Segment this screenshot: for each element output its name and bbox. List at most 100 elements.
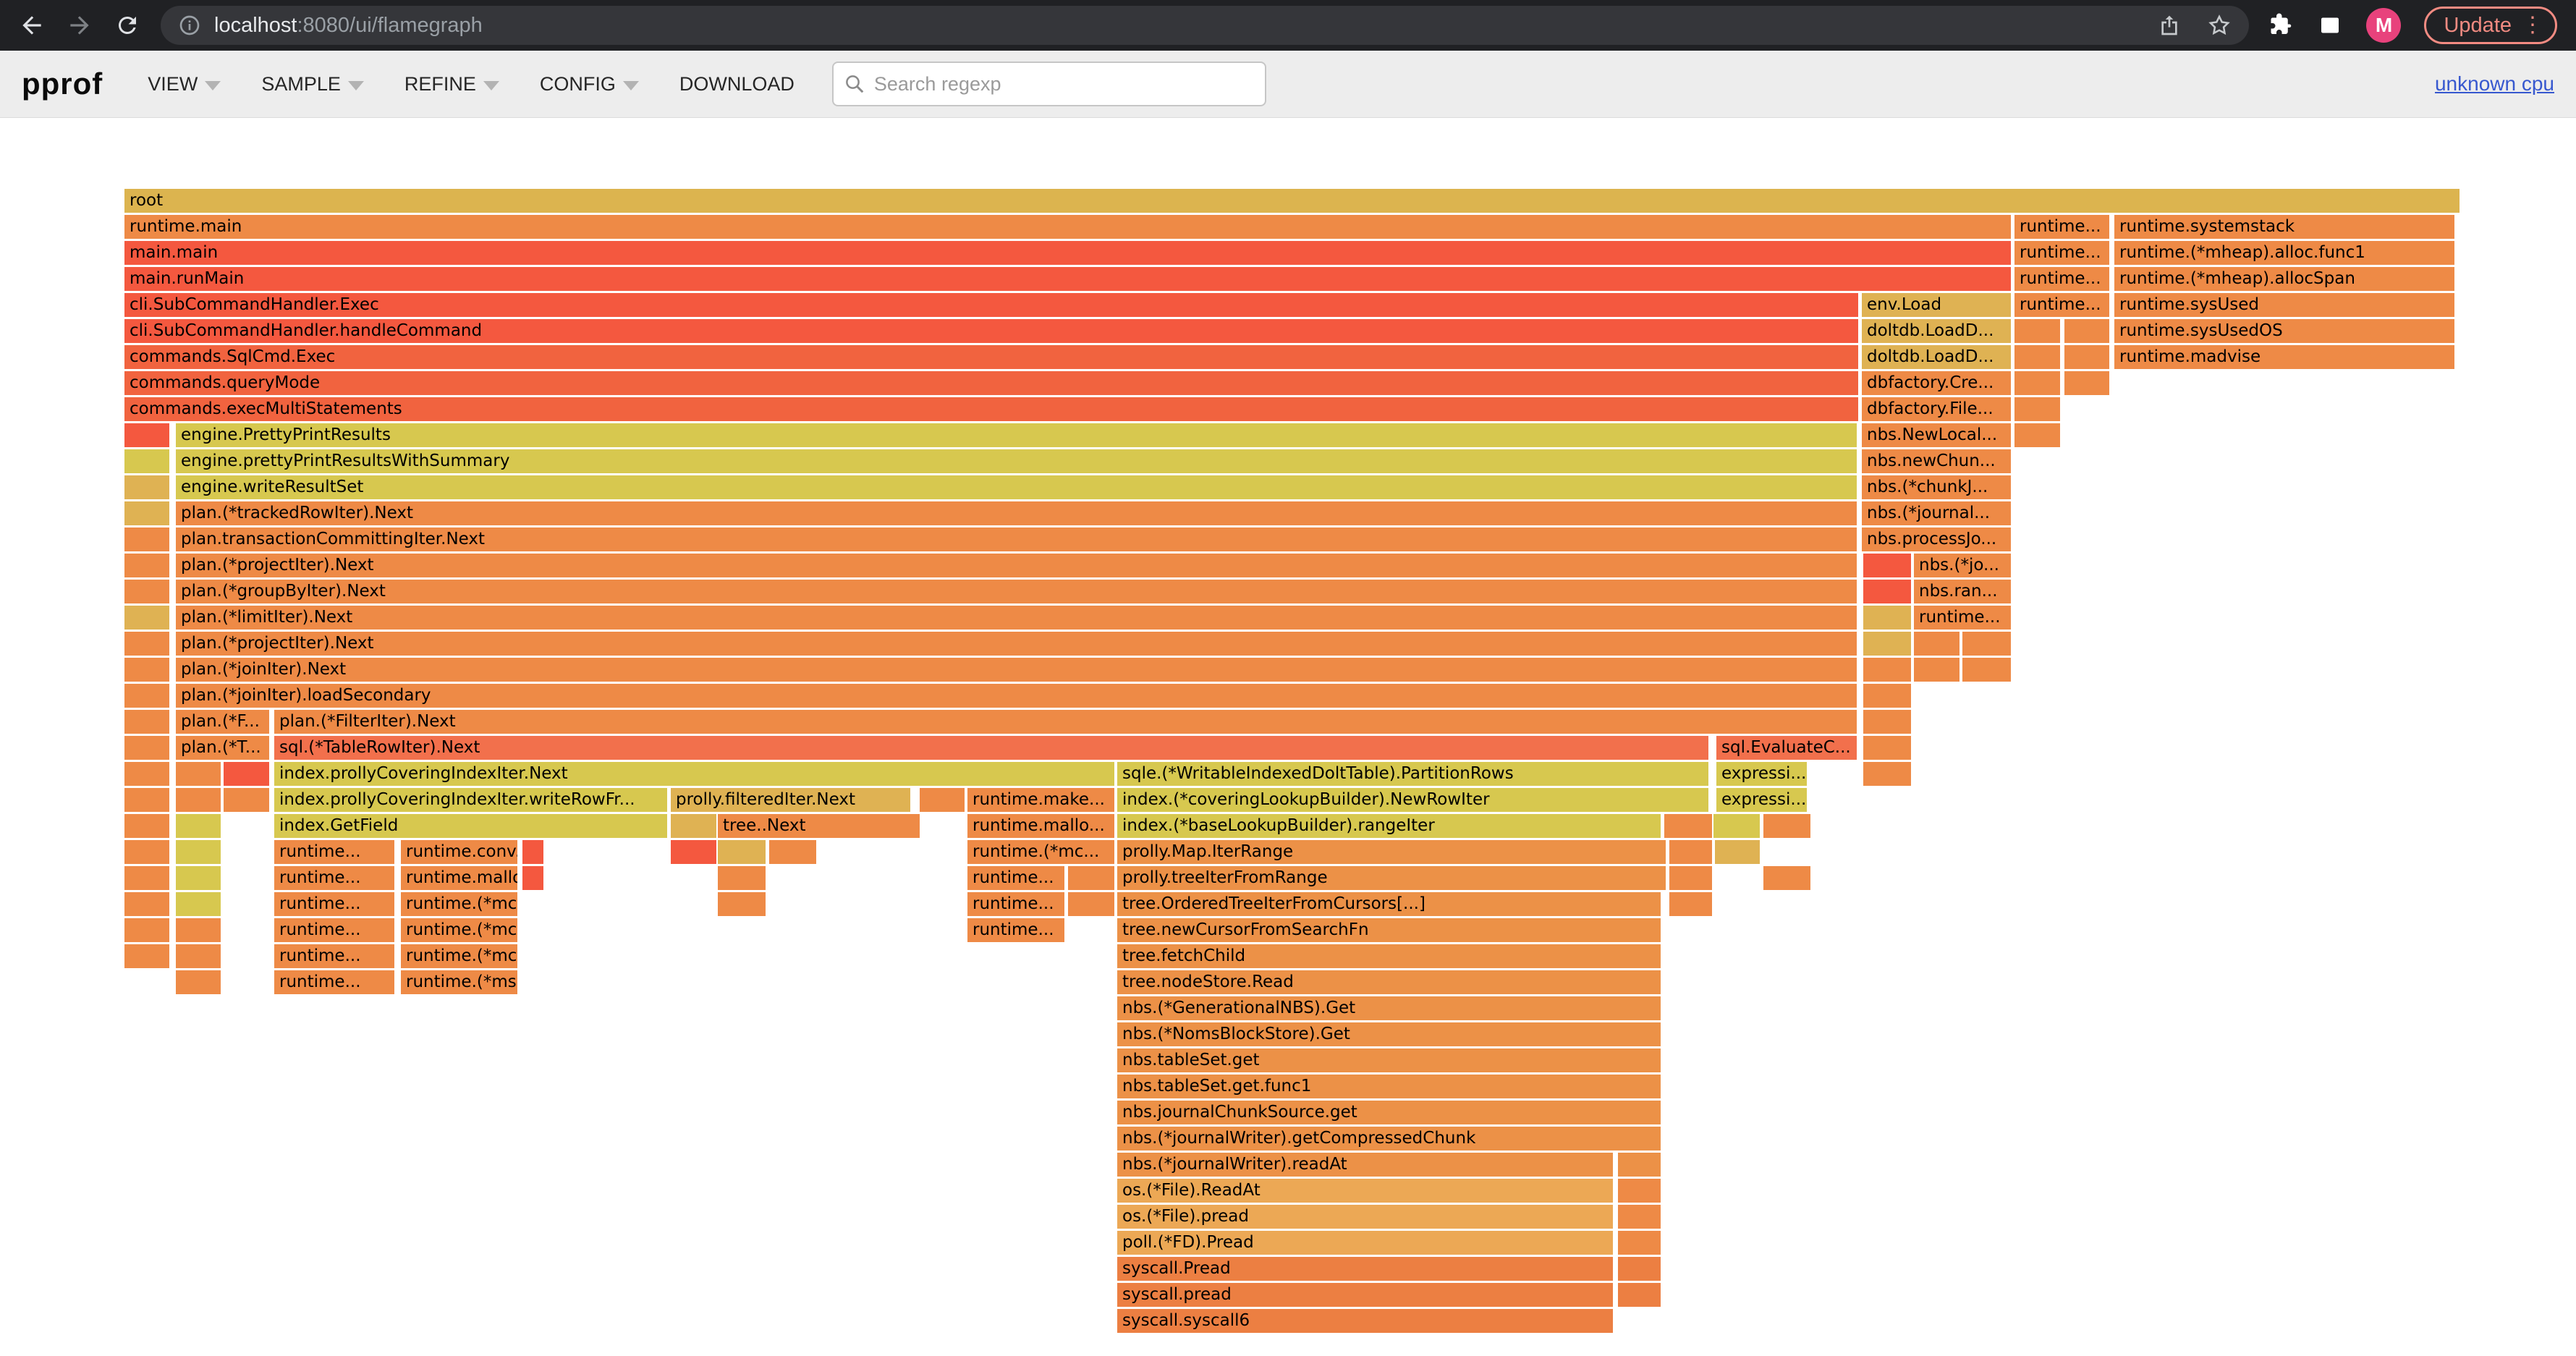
flame-frame[interactable]: main.runMain (124, 267, 2011, 291)
flame-frame[interactable] (1669, 840, 1712, 864)
flame-frame[interactable]: tree.nodeStore.Read (1117, 970, 1661, 994)
flame-frame[interactable] (1068, 892, 1114, 916)
flame-frame[interactable]: main.main (124, 241, 2011, 265)
flame-frame[interactable]: poll.(*FD).Pread (1117, 1231, 1613, 1255)
flame-frame[interactable]: os.(*File).pread (1117, 1205, 1613, 1229)
flame-frame[interactable]: nbs.processJo... (1862, 527, 2011, 551)
flame-frame[interactable] (124, 423, 169, 447)
flame-frame[interactable] (176, 788, 221, 812)
flame-frame[interactable] (176, 762, 221, 786)
flame-frame[interactable] (124, 762, 169, 786)
flame-frame[interactable] (124, 918, 169, 942)
flame-frame[interactable]: runtime... (274, 866, 394, 890)
flame-frame[interactable]: syscall.Pread (1117, 1257, 1613, 1281)
flame-frame[interactable]: prolly.filteredIter.Next (671, 788, 910, 812)
flame-frame[interactable]: commands.queryMode (124, 371, 1858, 395)
flame-frame[interactable]: index.prollyCoveringIndexIter.writeRowFr… (274, 788, 667, 812)
flame-frame[interactable]: nbs.journalChunkSource.get (1117, 1101, 1661, 1124)
flame-frame[interactable]: dbfactory.Cre... (1862, 371, 2011, 395)
flame-frame[interactable]: tree.fetchChild (1117, 944, 1661, 968)
flame-frame[interactable]: nbs.NewLocal... (1862, 423, 2011, 447)
flame-frame[interactable] (1914, 632, 1959, 656)
flame-frame[interactable]: runtime.sysUsedOS (2114, 319, 2454, 343)
flame-frame[interactable]: runtime... (2014, 293, 2109, 317)
reload-button[interactable] (111, 9, 143, 41)
flame-frame[interactable] (124, 840, 169, 864)
flame-frame[interactable]: commands.SqlCmd.Exec (124, 345, 1858, 369)
flame-frame[interactable]: nbs.(*journalWriter).getCompressedChunk (1117, 1127, 1661, 1151)
flame-frame[interactable] (2014, 423, 2060, 447)
flame-frame[interactable]: runtime.(*mc... (967, 840, 1114, 864)
flame-frame[interactable]: runtime... (274, 944, 394, 968)
flame-frame[interactable]: index.prollyCoveringIndexIter.Next (274, 762, 1114, 786)
flame-frame[interactable] (1863, 658, 1911, 682)
flame-frame[interactable]: runtime... (274, 892, 394, 916)
flame-frame[interactable] (1863, 762, 1911, 786)
flame-frame[interactable]: prolly.Map.IterRange (1117, 840, 1666, 864)
flame-frame[interactable]: commands.execMultiStatements (124, 397, 1858, 421)
flame-frame[interactable]: plan.(*trackedRowIter).Next (176, 501, 1857, 525)
flame-frame[interactable]: tree.newCursorFromSearchFn (1117, 918, 1661, 942)
flame-frame[interactable] (1863, 632, 1911, 656)
flame-frame[interactable]: nbs.newChun... (1862, 449, 2011, 473)
flame-frame[interactable] (124, 892, 169, 916)
flame-frame[interactable] (1618, 1179, 1661, 1203)
profile-sample-link[interactable]: unknown cpu (2434, 72, 2554, 95)
flame-frame[interactable]: plan.(*joinIter).Next (176, 658, 1857, 682)
flame-frame[interactable] (2014, 319, 2060, 343)
flame-frame[interactable] (224, 762, 269, 786)
flame-frame[interactable] (124, 944, 169, 968)
flame-frame[interactable]: runtime... (2014, 215, 2109, 239)
forward-button[interactable] (64, 9, 96, 41)
flame-frame[interactable] (920, 788, 965, 812)
flame-frame[interactable] (176, 814, 221, 838)
flame-frame[interactable] (1763, 866, 1810, 890)
flame-frame[interactable]: runtime.(*mc... (401, 918, 517, 942)
search-box[interactable] (831, 62, 1266, 106)
menu-download[interactable]: DOWNLOAD (679, 73, 795, 96)
flame-frame[interactable] (124, 606, 169, 630)
flame-frame[interactable] (522, 840, 543, 864)
flame-frame[interactable] (2014, 345, 2060, 369)
flame-frame[interactable]: tree.OrderedTreeIterFromCursors[...] (1117, 892, 1661, 916)
flame-frame[interactable] (176, 866, 221, 890)
flame-frame[interactable]: nbs.(*journal... (1862, 501, 2011, 525)
flame-frame[interactable] (1618, 1283, 1661, 1307)
flame-frame[interactable] (1715, 840, 1760, 864)
flame-frame[interactable]: nbs.(*chunkJ... (1862, 475, 2011, 499)
flame-frame[interactable] (124, 658, 169, 682)
flame-frame[interactable] (1863, 580, 1911, 603)
flame-frame[interactable] (1618, 1153, 1661, 1177)
flame-frame[interactable] (224, 788, 269, 812)
flame-frame[interactable] (1669, 866, 1712, 890)
flame-frame[interactable]: runtime... (1914, 606, 2011, 630)
flame-frame[interactable] (124, 554, 169, 577)
flame-frame[interactable]: runtime.conv... (401, 840, 517, 864)
flame-frame[interactable] (124, 501, 169, 525)
flame-frame[interactable] (1763, 814, 1810, 838)
flame-frame[interactable] (718, 866, 766, 890)
flame-frame[interactable]: index.(*baseLookupBuilder).rangeIter (1117, 814, 1661, 838)
flame-frame[interactable] (1618, 1205, 1661, 1229)
flame-frame[interactable]: runtime.(*mc... (401, 944, 517, 968)
flame-frame[interactable]: dbfactory.File... (1862, 397, 2011, 421)
flame-frame[interactable]: expressi... (1716, 788, 1807, 812)
flame-frame[interactable]: runtime... (274, 918, 394, 942)
avatar[interactable]: M (2366, 8, 2402, 43)
flame-frame[interactable] (176, 892, 221, 916)
flame-frame[interactable] (2064, 319, 2109, 343)
flame-frame[interactable]: nbs.(*journalWriter).readAt (1117, 1153, 1613, 1177)
flame-frame[interactable]: engine.writeResultSet (176, 475, 1857, 499)
flame-frame[interactable]: syscall.syscall6 (1117, 1309, 1613, 1333)
flame-frame[interactable] (1068, 866, 1114, 890)
flame-frame[interactable]: runtime... (967, 892, 1064, 916)
menu-refine[interactable]: REFINE (404, 73, 499, 96)
flame-frame[interactable] (124, 788, 169, 812)
flame-frame[interactable] (124, 814, 169, 838)
flame-frame[interactable] (124, 475, 169, 499)
flame-frame[interactable]: runtime.madvise (2114, 345, 2454, 369)
flame-frame[interactable]: runtime... (2014, 241, 2109, 265)
flame-frame[interactable]: sqle.(*WritableIndexedDoltTable).Partiti… (1117, 762, 1708, 786)
flame-frame[interactable] (1962, 658, 2011, 682)
flame-frame[interactable]: plan.(*projectIter).Next (176, 632, 1857, 656)
